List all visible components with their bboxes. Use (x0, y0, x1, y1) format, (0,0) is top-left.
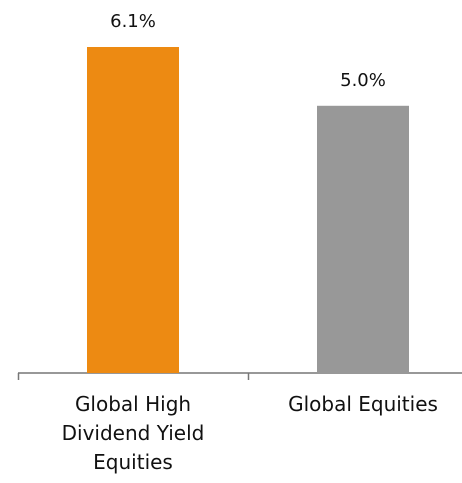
x-tick-label: Global High Dividend Yield Equities (61, 392, 205, 474)
value-label: 5.0% (340, 70, 386, 91)
x-tick-label: Global Equities (288, 392, 438, 416)
value-label: 6.1% (110, 11, 156, 32)
bar (317, 105, 409, 373)
bar (87, 47, 179, 373)
